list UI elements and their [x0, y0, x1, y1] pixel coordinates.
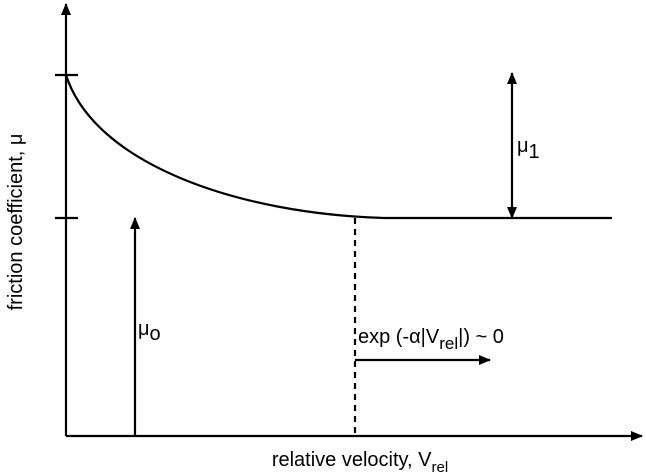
y-axis-label: friction coefficient, μ — [5, 134, 27, 311]
mu0-label: μo — [138, 318, 161, 345]
exp-sub: rel — [439, 334, 458, 353]
mu0-symbol: μ — [138, 318, 150, 340]
x-axis-label: relative velocity, Vrel — [272, 449, 448, 472]
exp-after: |) ~ 0 — [458, 326, 504, 348]
x-label-text: relative velocity, V — [272, 449, 432, 471]
mu1-sub: 1 — [529, 141, 540, 163]
x-label-sub: rel — [432, 459, 449, 472]
exp-before: exp (-α|V — [358, 326, 440, 348]
mu1-label: μ1 — [517, 135, 540, 163]
mu1-symbol: μ — [517, 135, 529, 157]
friction-curve — [64, 74, 612, 220]
exp-label: exp (-α|Vrel|) ~ 0 — [358, 326, 504, 353]
mu0-sub: o — [150, 323, 161, 345]
